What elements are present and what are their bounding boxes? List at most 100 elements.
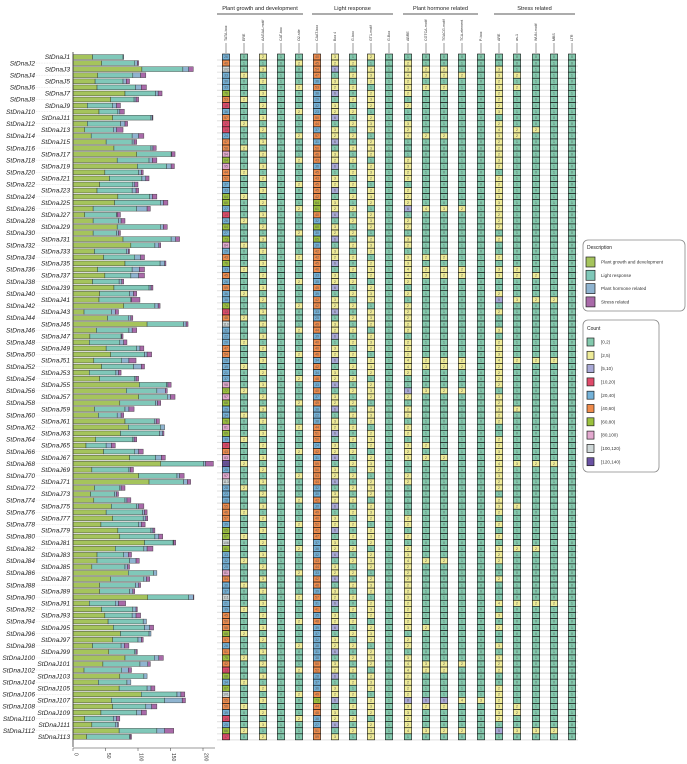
cell-value: 0 xyxy=(535,243,537,247)
cell-value: 2 xyxy=(425,256,427,260)
cell-value: 1 xyxy=(516,340,518,344)
cell-value: 1 xyxy=(352,152,354,156)
bar-segment xyxy=(126,679,132,685)
cell-value: 1 xyxy=(298,243,300,247)
cell-value: 2 xyxy=(370,177,372,181)
gene-label: StDnaJ106 xyxy=(2,692,35,699)
bar-segment xyxy=(118,230,121,236)
cell-value: 2 xyxy=(498,498,500,502)
cell-value: 1 xyxy=(443,177,445,181)
cell-value: 1 xyxy=(480,122,482,126)
cell-value: 0 xyxy=(553,680,555,684)
cell-value: 1 xyxy=(480,444,482,448)
cell-value: 2 xyxy=(407,474,409,478)
cell-value: 1 xyxy=(407,492,409,496)
cell-value: 0 xyxy=(571,310,573,314)
cell-value: 1 xyxy=(334,389,336,393)
cell-value: 2 xyxy=(461,365,463,369)
cell-value: 0 xyxy=(443,183,445,187)
cell-value: 25 xyxy=(315,316,319,320)
cell-value: 0 xyxy=(443,419,445,423)
cell-value: 1 xyxy=(443,480,445,484)
cell-value: 0 xyxy=(480,517,482,521)
cell-value: 31 xyxy=(315,602,319,606)
cell-value: 1 xyxy=(298,395,300,399)
cell-value: 0 xyxy=(480,334,482,338)
cell-value: 0 xyxy=(571,122,573,126)
cell-value: 4 xyxy=(407,268,409,272)
cell-value: 47 xyxy=(224,140,228,144)
cell-value: 58 xyxy=(224,626,228,630)
cell-value: 1 xyxy=(280,268,282,272)
cell-value: 1 xyxy=(280,201,282,205)
cell-value: 1 xyxy=(498,583,500,587)
cell-value: 2 xyxy=(370,395,372,399)
cell-value: 1 xyxy=(553,243,555,247)
bar-segment xyxy=(141,363,145,370)
cell-value: 1 xyxy=(334,510,336,514)
cell-value: 1 xyxy=(480,359,482,363)
cell-value: 1 xyxy=(425,608,427,612)
cell-value: 1 xyxy=(461,340,463,344)
cell-value: 1 xyxy=(280,686,282,690)
cell-value: 1 xyxy=(388,377,390,381)
cell-value: 32 xyxy=(315,486,319,490)
cell-value: 3 xyxy=(262,359,264,363)
cell-value: 1 xyxy=(443,680,445,684)
bar-segment xyxy=(116,127,124,133)
gene-label: StDnaJ12 xyxy=(6,121,35,128)
cell-value: 1 xyxy=(461,67,463,71)
cell-value: 2 xyxy=(370,419,372,423)
cell-value: 2 xyxy=(461,268,463,272)
cell-value: 2 xyxy=(407,280,409,284)
cell-value: 0 xyxy=(571,674,573,678)
cell-value: 1 xyxy=(461,438,463,442)
cell-value: 3 xyxy=(334,274,336,278)
cell-value: 2 xyxy=(498,225,500,229)
cell-value: 2 xyxy=(370,249,372,253)
cell-value: 1 xyxy=(498,280,500,284)
cell-value: 3 xyxy=(498,134,500,138)
cell-value: 1 xyxy=(352,614,354,618)
cell-value: 1 xyxy=(553,171,555,175)
cell-value: 1 xyxy=(535,656,537,660)
cell-value: 2 xyxy=(298,328,300,332)
cell-value: 0 xyxy=(535,140,537,144)
cell-value: 2 xyxy=(334,401,336,405)
cell-value: 1 xyxy=(553,92,555,96)
cell-value: 0 xyxy=(443,195,445,199)
cell-value: 0 xyxy=(243,662,245,666)
cell-value: 1 xyxy=(370,425,372,429)
cell-value: 1 xyxy=(280,164,282,168)
cell-value: 0 xyxy=(480,608,482,612)
cell-value: 3 xyxy=(262,480,264,484)
bar-segment xyxy=(107,618,144,625)
cell-value: 94 xyxy=(224,152,228,156)
bar-segment xyxy=(142,515,147,521)
cell-value: 1 xyxy=(535,395,537,399)
bar-segment xyxy=(89,339,121,345)
cell-value: 1 xyxy=(535,523,537,527)
bar-segment xyxy=(72,394,139,400)
bar-segment xyxy=(72,461,161,467)
cell-value: 1 xyxy=(498,286,500,290)
cell-value: 2 xyxy=(298,401,300,405)
bar-segment xyxy=(141,637,144,643)
cell-value: 1 xyxy=(461,638,463,642)
gene-label: StDnaJ71 xyxy=(41,479,70,486)
cell-value: 3 xyxy=(425,274,427,278)
cell-value: 1 xyxy=(262,171,264,175)
cell-value: 2 xyxy=(298,693,300,697)
cell-value: 1 xyxy=(571,656,573,660)
cell-value: 0 xyxy=(535,674,537,678)
cell-value: 1 xyxy=(298,492,300,496)
cell-value: 1 xyxy=(571,237,573,241)
cell-value: 0 xyxy=(571,608,573,612)
cell-value: 33 xyxy=(224,553,228,557)
cell-value: 1 xyxy=(571,395,573,399)
cell-value: 0 xyxy=(480,158,482,162)
cell-value: 0 xyxy=(280,231,282,235)
cell-value: 1 xyxy=(262,268,264,272)
cell-value: 3 xyxy=(370,535,372,539)
